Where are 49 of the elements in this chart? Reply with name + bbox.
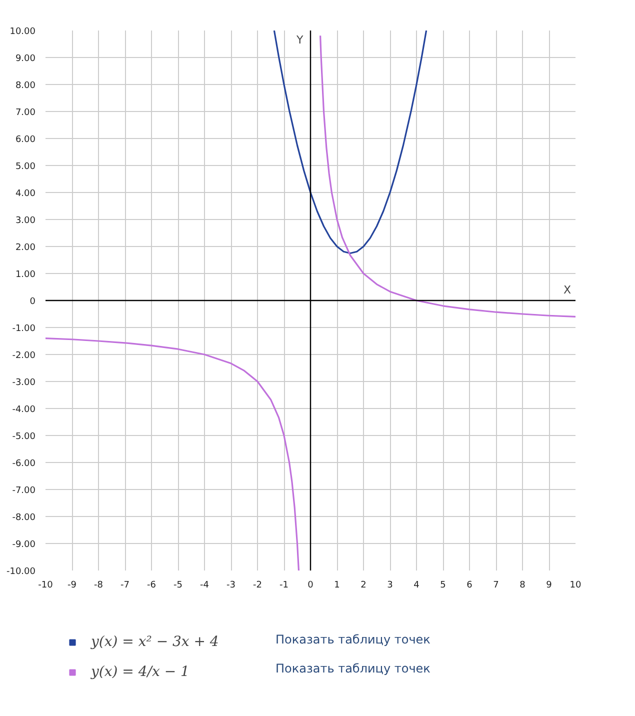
y-tick-label: 1.00	[15, 270, 36, 280]
x-tick-label: 6	[466, 580, 473, 590]
legend-label: y(x) = 4/x − 1	[91, 664, 190, 680]
y-tick-label: 3.00	[15, 216, 36, 226]
line-series	[273, 30, 428, 254]
x-tick-label: -8	[94, 580, 104, 590]
x-tick-label: 10	[570, 580, 582, 590]
x-tick-label: -2	[253, 580, 262, 590]
y-tick-label: -2.00	[12, 351, 36, 361]
legend-label: y(x) = x² − 3x + 4	[91, 634, 219, 650]
text: Показать таблицу точек	[276, 662, 430, 676]
x-tick-label: -3	[226, 580, 236, 590]
x-tick-label: 2	[360, 580, 366, 590]
x-tick-label: -10	[38, 580, 54, 590]
y-axis-title: Y	[296, 34, 304, 46]
y-tick-label: -8.00	[12, 513, 36, 523]
x-tick-label: 5	[440, 580, 446, 590]
x-tick-label: -4	[200, 580, 210, 590]
y-tick-label: -1.00	[12, 324, 36, 334]
y-tick-label: -7.00	[12, 486, 36, 496]
x-tick-label: 8	[520, 580, 526, 590]
y-tick-label: 5.00	[15, 162, 36, 172]
y-tick-label: 10.00	[10, 27, 36, 37]
text: Показать таблицу точек	[276, 632, 430, 646]
x-tick-label: 0	[308, 580, 314, 590]
y-tick-label: 7.00	[15, 108, 36, 118]
y-tick-label: 6.00	[15, 135, 36, 145]
x-tick-label: -5	[174, 580, 182, 590]
x-tick-label: -1	[280, 580, 288, 590]
y-tick-label: -3.00	[12, 378, 36, 388]
y-tick-label: 8.00	[15, 81, 36, 91]
y-tick-label: -5.00	[12, 432, 36, 442]
y-tick-label: 9.00	[15, 54, 36, 64]
y-tick-label: -4.00	[12, 405, 36, 415]
y-tick-label: -6.00	[12, 459, 36, 469]
y-tick-label: -10.00	[6, 567, 36, 577]
x-tick-label: 1	[334, 580, 340, 590]
x-axis-title: X	[564, 284, 572, 296]
y-tick-label: 2.00	[15, 243, 36, 253]
y-tick-label: -9.00	[12, 540, 36, 550]
x-tick-label: 7	[493, 580, 499, 590]
x-tick-label: -7	[120, 580, 130, 590]
x-tick-label: 4	[414, 580, 420, 590]
y-tick-label: 0	[30, 297, 36, 307]
x-tick-label: -9	[68, 580, 77, 590]
y-tick-label: 4.00	[15, 189, 36, 199]
x-tick-label: 3	[387, 580, 393, 590]
x-tick-label: -6	[147, 580, 156, 590]
x-tick-label: 9	[546, 580, 552, 590]
